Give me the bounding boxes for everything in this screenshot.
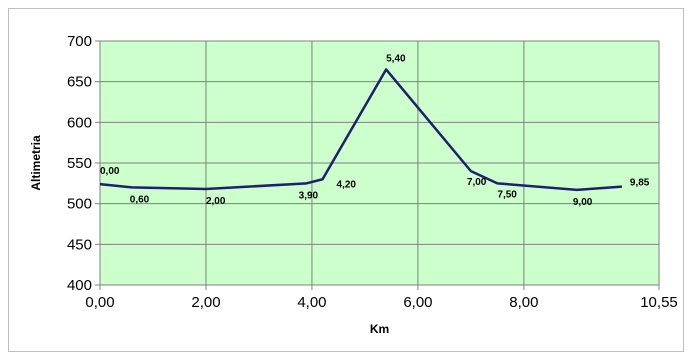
data-label: 7,50 [497,189,517,200]
x-tick-label: 2,00 [191,294,220,311]
y-tick-label: 450 [67,236,92,253]
x-axis-title: Km [370,322,389,336]
x-tick-label: 4,00 [297,294,326,311]
y-tick-label: 500 [67,196,92,213]
data-label: 9,85 [630,178,650,189]
data-labels: 0,00 0,60 2,00 3,90 4,20 5,40 7,00 7,50 9,00 9,85 [100,53,650,207]
x-tick-label: 0,00 [85,294,114,311]
data-label: 0,00 [100,166,120,177]
x-tick-label: 8,00 [509,294,538,311]
y-tick-label: 650 [67,74,92,91]
data-label: 7,00 [467,177,487,188]
y-tick-label: 700 [67,33,92,50]
data-label: 3,90 [299,190,319,201]
y-tick-label: 600 [67,114,92,131]
data-label: 4,20 [337,179,357,190]
x-axis: 0,00 2,00 4,00 6,00 8,00 10,55 [85,285,678,311]
x-tick-label: 6,00 [403,294,432,311]
y-tick-label: 550 [67,155,92,172]
x-tick-label: 10,55 [640,294,678,311]
y-axis: 400 450 500 550 600 650 700 [67,33,100,294]
y-tick-label: 400 [67,277,92,294]
data-label: 9,00 [573,197,593,208]
data-label: 0,60 [130,194,150,205]
altitude-line [99,68,623,192]
grid-lines [100,41,659,285]
y-axis-title: Altimetria [29,135,43,191]
data-label: 2,00 [206,196,226,207]
data-label: 5,40 [386,53,406,64]
